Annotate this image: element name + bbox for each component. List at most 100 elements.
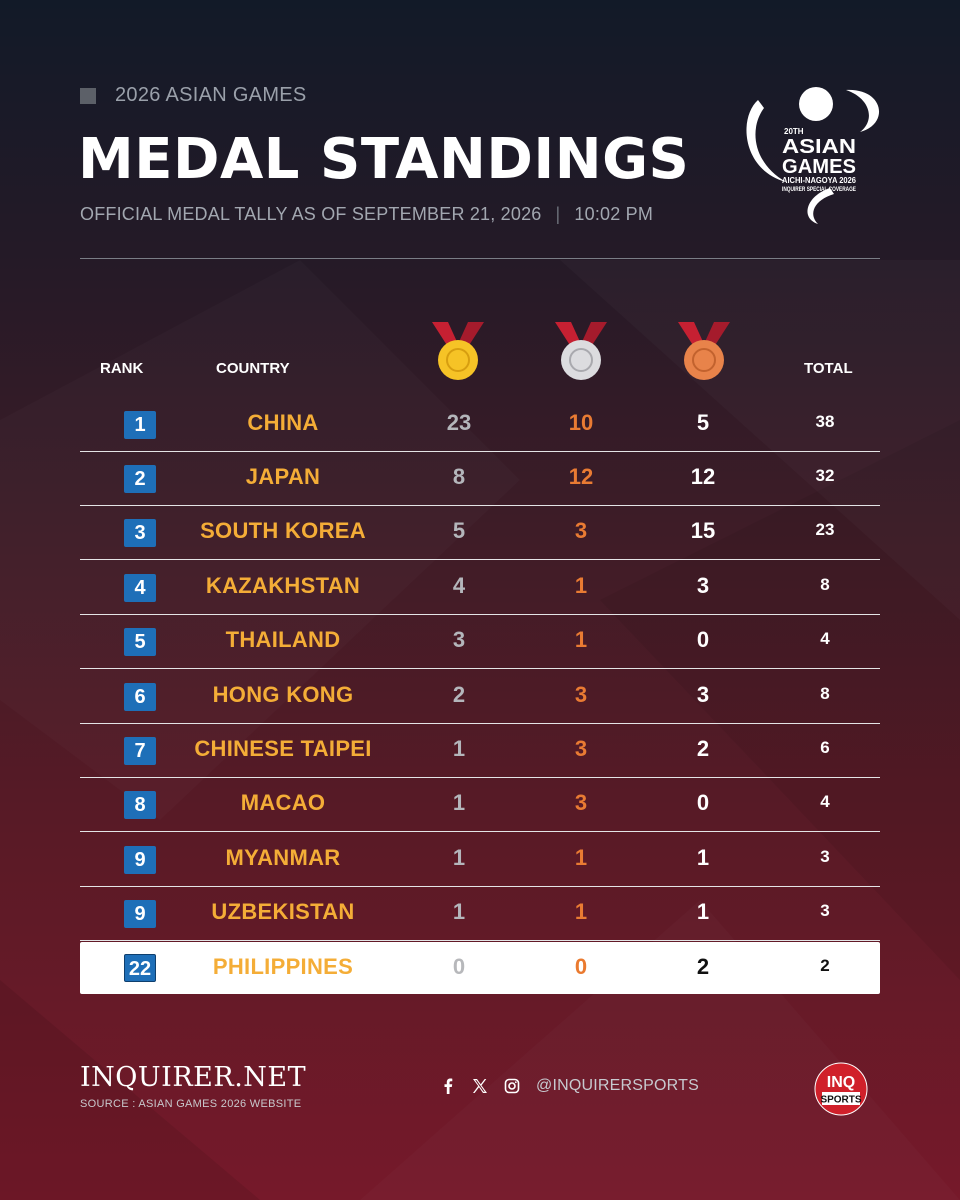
gold-medal-icon [432, 322, 484, 380]
source-note: SOURCE : ASIAN GAMES 2026 WEBSITE [80, 1098, 302, 1110]
total-count: 4 [820, 792, 830, 811]
country-name: MYANMAR [225, 845, 341, 870]
inq-sports-logo: INQ SPORTS [814, 1062, 868, 1116]
silver-count: 1 [574, 899, 588, 924]
table-row: 7 CHINESE TAIPEI 1 3 2 6 [80, 724, 880, 778]
rank-badge: 22 [124, 954, 156, 982]
logo-line1: ASIAN [782, 136, 856, 158]
country-name: CHINESE TAIPEI [194, 736, 372, 761]
rank-badge: 2 [124, 465, 156, 493]
silver-count: 3 [574, 518, 588, 543]
rank-badge: 8 [124, 791, 156, 819]
silver-count: 10 [568, 410, 594, 435]
silver-medal-icon [555, 322, 607, 380]
gold-count: 1 [452, 899, 466, 924]
facebook-icon[interactable] [438, 1076, 458, 1096]
rank-badge: 4 [124, 574, 156, 602]
subtitle: OFFICIAL MEDAL TALLY AS OF SEPTEMBER 21,… [80, 204, 653, 225]
bronze-count: 1 [696, 845, 710, 870]
asian-games-logo: 20TH ASIAN GAMES AICHI-NAGOYA 2026 INQUI… [746, 87, 880, 224]
inq-badge-bottom: SPORTS [820, 1095, 861, 1106]
bronze-medal-icon [678, 322, 730, 380]
page-title: MEDAL STANDINGS [78, 127, 690, 192]
gold-count: 1 [452, 736, 466, 761]
gold-count: 23 [446, 410, 472, 435]
table-row: 4 KAZAKHSTAN 4 1 3 8 [80, 561, 880, 615]
gold-count: 1 [452, 845, 466, 870]
table-row: 9 UZBEKISTAN 1 1 1 3 [80, 887, 880, 941]
subtitle-time: 10:02 PM [574, 204, 654, 224]
bronze-count: 12 [690, 464, 716, 489]
country-name: HONG KONG [212, 682, 354, 707]
silver-count: 1 [574, 573, 588, 598]
table-row: 1 CHINA 23 10 5 38 [80, 398, 880, 452]
highlight-row-philippines: 22 PHILIPPINES 0 0 2 2 [80, 942, 880, 994]
country-name: CHINA [247, 410, 319, 435]
bronze-count: 0 [696, 627, 710, 652]
logo-line3: AICHI-NAGOYA 2026 [782, 176, 857, 185]
table-row: 2 JAPAN 8 12 12 32 [80, 452, 880, 506]
silver-count: 3 [574, 682, 588, 707]
country-name: MACAO [240, 790, 326, 815]
total-count: 8 [820, 575, 830, 594]
inquirer-logo: INQUIRER.NET [80, 1062, 307, 1093]
gold-count: 0 [452, 954, 466, 979]
gold-count: 8 [452, 464, 466, 489]
x-icon[interactable] [470, 1076, 490, 1096]
bronze-count: 2 [696, 954, 710, 979]
country-name: SOUTH KOREA [200, 518, 366, 543]
silver-count: 1 [574, 845, 588, 870]
total-count: 32 [815, 466, 835, 485]
header-total: TOTAL [804, 360, 853, 377]
rank-badge: 5 [124, 628, 156, 656]
country-name: PHILIPPINES [212, 954, 354, 979]
silver-count: 12 [568, 464, 594, 489]
header-rank: RANK [100, 360, 144, 377]
silver-count: 0 [574, 954, 588, 979]
silver-count: 3 [574, 736, 588, 761]
logo-line4: INQUIRER SPECIAL COVERAGE [782, 187, 856, 193]
country-name: UZBEKISTAN [211, 899, 355, 924]
table-row: 6 HONG KONG 2 3 3 8 [80, 670, 880, 724]
rank-badge: 9 [124, 846, 156, 874]
total-count: 8 [820, 684, 830, 703]
header-country: COUNTRY [216, 360, 290, 377]
logo-edition: 20TH [784, 127, 804, 136]
gold-count: 3 [452, 627, 466, 652]
gold-count: 4 [452, 573, 466, 598]
total-count: 23 [815, 520, 835, 539]
rank-badge: 1 [124, 411, 156, 439]
total-count: 2 [820, 956, 830, 975]
rank-badge: 3 [124, 519, 156, 547]
total-count: 6 [820, 738, 830, 757]
gold-count: 2 [452, 682, 466, 707]
silver-count: 1 [574, 627, 588, 652]
country-name: THAILAND [225, 627, 341, 652]
gold-count: 1 [452, 790, 466, 815]
rank-badge: 7 [124, 737, 156, 765]
table-row: 5 THAILAND 3 1 0 4 [80, 615, 880, 669]
table-row: 8 MACAO 1 3 0 4 [80, 778, 880, 832]
table-row: 9 MYANMAR 1 1 1 3 [80, 833, 880, 887]
kicker-text: 2026 ASIAN GAMES [115, 84, 307, 106]
social-links: @INQUIRERSPORTS [438, 1076, 699, 1096]
bronze-count: 15 [690, 518, 716, 543]
subtitle-date: OFFICIAL MEDAL TALLY AS OF SEPTEMBER 21,… [80, 204, 542, 224]
bronze-count: 3 [696, 573, 710, 598]
bronze-count: 3 [696, 682, 710, 707]
social-handle[interactable]: @INQUIRERSPORTS [536, 1077, 699, 1094]
kicker: 2026 ASIAN GAMES [80, 84, 307, 107]
bronze-count: 5 [696, 410, 710, 435]
subtitle-separator: | [555, 204, 561, 224]
country-name: JAPAN [245, 464, 321, 489]
rank-badge: 9 [124, 900, 156, 928]
header-divider [80, 258, 880, 259]
instagram-icon[interactable] [502, 1076, 522, 1096]
logo-line2: GAMES [782, 156, 856, 178]
total-count: 3 [820, 901, 830, 920]
gold-count: 5 [452, 518, 466, 543]
total-count: 38 [815, 412, 835, 431]
table-row: 3 SOUTH KOREA 5 3 15 23 [80, 506, 880, 560]
total-count: 3 [820, 847, 830, 866]
